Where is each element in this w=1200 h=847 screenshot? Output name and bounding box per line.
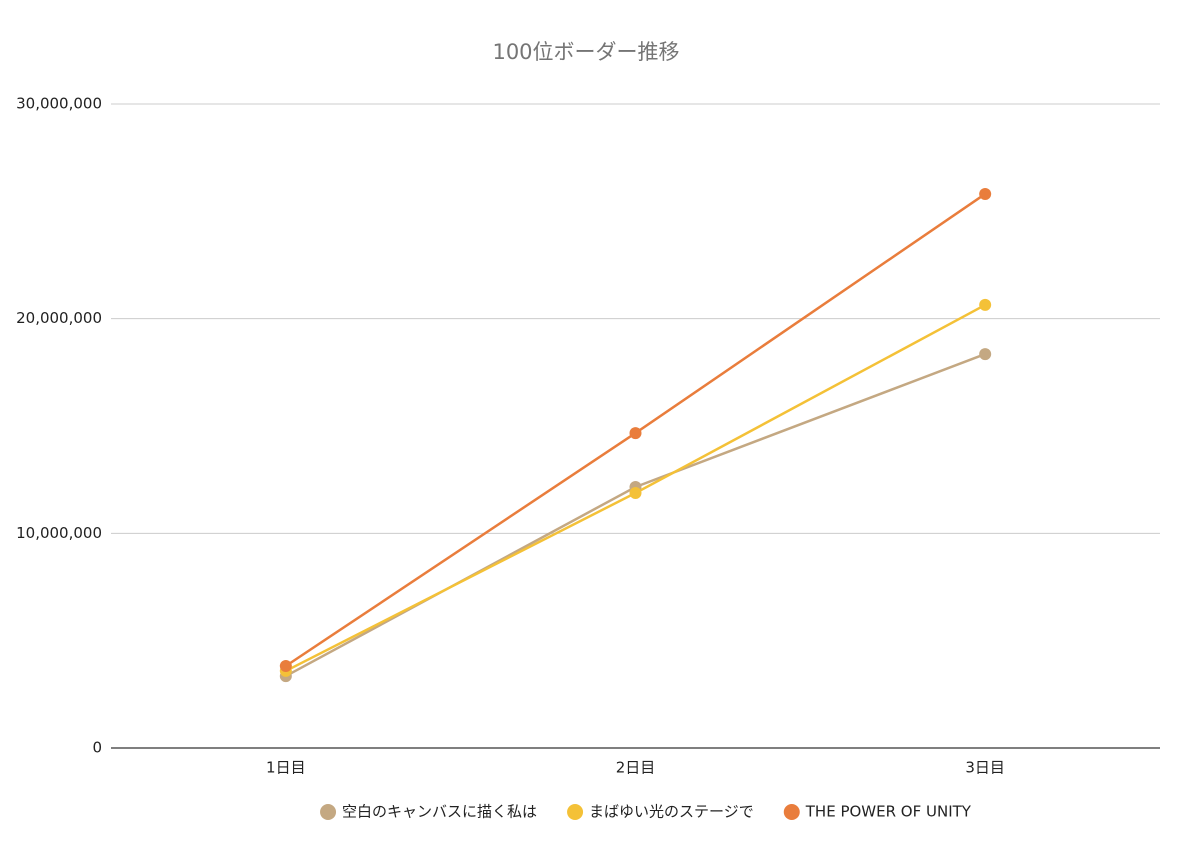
legend-marker xyxy=(320,804,337,820)
data-point xyxy=(279,659,292,672)
data-point xyxy=(629,427,642,440)
y-tick-label: 10,000,000 xyxy=(16,524,102,542)
legend-label: THE POWER OF UNITY xyxy=(805,803,972,821)
series-line xyxy=(285,352,986,678)
legend-label: まばゆい光のステージで xyxy=(589,803,754,821)
legend-marker xyxy=(783,804,800,820)
y-tick-label: 20,000,000 xyxy=(16,309,102,327)
x-tick-label: 2日目 xyxy=(616,759,656,777)
y-tick-label: 0 xyxy=(92,739,102,757)
y-tick-label: 30,000,000 xyxy=(16,95,102,113)
chart-title: 100位ボーダー推移 xyxy=(492,40,679,64)
data-point xyxy=(979,298,992,311)
legend-marker xyxy=(567,804,584,820)
x-tick-label: 1日目 xyxy=(266,759,306,777)
data-point xyxy=(629,486,642,499)
legend-label: 空白のキャンバスに描く私は xyxy=(342,803,537,821)
x-tick-label: 3日目 xyxy=(965,759,1005,777)
data-point xyxy=(979,187,992,200)
data-point xyxy=(979,348,992,361)
